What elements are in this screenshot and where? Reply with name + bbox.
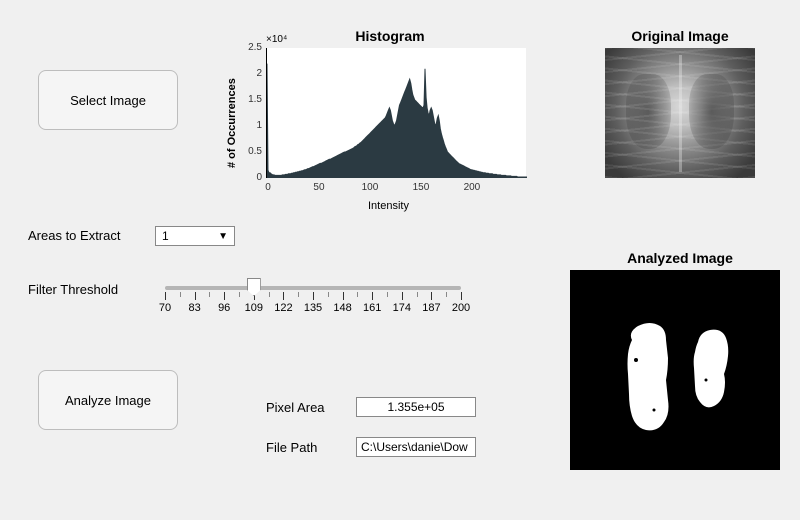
histogram-xlabel: Intensity <box>368 200 409 212</box>
slider-thumb[interactable] <box>247 278 261 296</box>
histogram-xtick: 200 <box>460 182 484 193</box>
histogram-ytick: 2.5 <box>240 42 262 53</box>
histogram-ytick: 0.5 <box>240 146 262 157</box>
histogram-y-exponent: ×10⁴ <box>266 34 287 45</box>
slider-tick-label: 200 <box>452 302 470 314</box>
histogram-ytick: 1 <box>240 120 262 131</box>
analyzed-image-panel <box>570 270 780 470</box>
histogram-xtick: 150 <box>409 182 433 193</box>
select-image-label: Select Image <box>70 93 146 108</box>
slider-major-tick <box>195 292 196 300</box>
slider-major-tick <box>431 292 432 300</box>
slider-major-tick <box>461 292 462 300</box>
file-path-label: File Path <box>266 440 317 455</box>
histogram-xtick: 50 <box>307 182 331 193</box>
slider-major-tick <box>313 292 314 300</box>
chevron-down-icon: ▼ <box>218 231 228 242</box>
histogram-ytick: 1.5 <box>240 94 262 105</box>
pixel-area-field[interactable]: 1.355e+05 <box>356 397 476 417</box>
slider-minor-tick <box>387 292 388 297</box>
histogram-ytick: 2 <box>240 68 262 79</box>
slider-minor-tick <box>298 292 299 297</box>
slider-tick-label: 148 <box>333 302 351 314</box>
slider-major-tick <box>224 292 225 300</box>
slider-minor-tick <box>446 292 447 297</box>
slider-minor-tick <box>239 292 240 297</box>
slider-major-tick <box>402 292 403 300</box>
filter-threshold-slider[interactable]: 708396109122135148161174187200 <box>165 280 461 330</box>
slider-tick-label: 187 <box>422 302 440 314</box>
slider-major-tick <box>343 292 344 300</box>
xray-image-placeholder <box>605 48 755 178</box>
slider-minor-tick <box>417 292 418 297</box>
slider-minor-tick <box>209 292 210 297</box>
slider-tick-label: 135 <box>304 302 322 314</box>
histogram-xtick: 100 <box>358 182 382 193</box>
histogram-plot <box>266 48 526 178</box>
analyzed-image-title: Analyzed Image <box>585 250 775 266</box>
slider-track <box>165 286 461 290</box>
areas-to-extract-dropdown[interactable]: 1 ▼ <box>155 226 235 246</box>
analyze-image-label: Analyze Image <box>65 393 151 408</box>
slider-major-tick <box>372 292 373 300</box>
slider-tick-label: 83 <box>188 302 200 314</box>
pixel-area-value: 1.355e+05 <box>387 400 444 414</box>
original-image-panel <box>605 48 755 178</box>
slider-tick-label: 70 <box>159 302 171 314</box>
slider-minor-tick <box>269 292 270 297</box>
file-path-field[interactable]: C:\Users\danie\Dow <box>356 437 476 457</box>
filter-threshold-label: Filter Threshold <box>28 282 118 297</box>
slider-minor-tick <box>180 292 181 297</box>
analyzed-blobs-svg <box>570 270 780 470</box>
histogram-panel: ×10⁴ # of Occurrences Intensity 0 0.5 1 1.5… <box>218 28 548 218</box>
slider-major-tick <box>283 292 284 300</box>
slider-major-tick <box>165 292 166 300</box>
slider-minor-tick <box>357 292 358 297</box>
histogram-xtick: 0 <box>256 182 280 193</box>
original-image-title: Original Image <box>600 28 760 44</box>
analyze-image-button[interactable]: Analyze Image <box>38 370 178 430</box>
slider-tick-label: 161 <box>363 302 381 314</box>
select-image-button[interactable]: Select Image <box>38 70 178 130</box>
histogram-ylabel: # of Occurrences <box>226 78 238 168</box>
pixel-area-label: Pixel Area <box>266 400 325 415</box>
areas-to-extract-label: Areas to Extract <box>28 228 120 243</box>
areas-to-extract-value: 1 <box>162 229 169 243</box>
file-path-value: C:\Users\danie\Dow <box>361 440 468 454</box>
slider-tick-label: 174 <box>393 302 411 314</box>
slider-tick-label: 109 <box>245 302 263 314</box>
slider-minor-tick <box>328 292 329 297</box>
slider-tick-label: 122 <box>274 302 292 314</box>
slider-tick-label: 96 <box>218 302 230 314</box>
